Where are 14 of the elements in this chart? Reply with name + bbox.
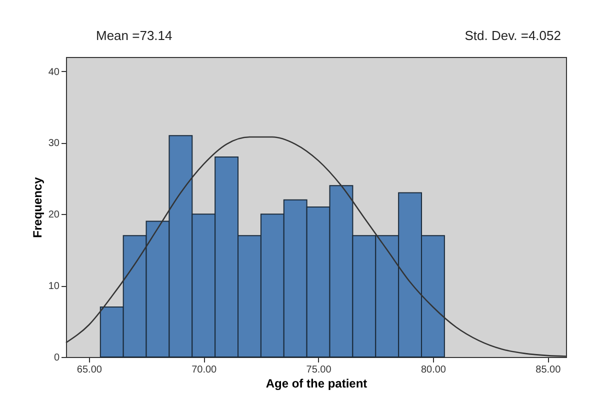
y-tick-label: 10: [48, 281, 60, 292]
x-axis-title: Age of the patient: [266, 376, 368, 390]
y-tick-label: 0: [54, 352, 60, 364]
y-tick-label: 30: [48, 138, 60, 150]
x-tick-label: 75.00: [306, 364, 332, 376]
y-axis-title: Frequency: [30, 176, 44, 238]
x-tick-label: 85.00: [536, 364, 562, 376]
x-tick-label: 80.00: [420, 364, 446, 376]
x-tick-label: 65.00: [76, 364, 102, 376]
x-tick-label: 70.00: [192, 364, 218, 376]
y-tick-label: 20: [48, 210, 60, 221]
text: Std. Dev. =4.052: [464, 28, 561, 43]
text: Mean =73.14: [96, 28, 172, 43]
y-tick-label: 40: [48, 66, 60, 78]
